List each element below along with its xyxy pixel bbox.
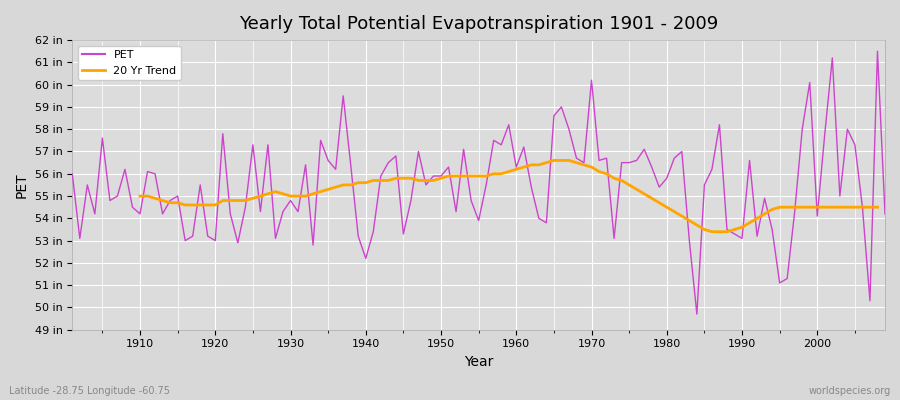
Y-axis label: PET: PET	[15, 172, 29, 198]
Title: Yearly Total Potential Evapotranspiration 1901 - 2009: Yearly Total Potential Evapotranspiratio…	[239, 15, 718, 33]
Text: Latitude -28.75 Longitude -60.75: Latitude -28.75 Longitude -60.75	[9, 386, 170, 396]
X-axis label: Year: Year	[464, 355, 493, 369]
Legend: PET, 20 Yr Trend: PET, 20 Yr Trend	[77, 46, 181, 80]
Text: worldspecies.org: worldspecies.org	[809, 386, 891, 396]
